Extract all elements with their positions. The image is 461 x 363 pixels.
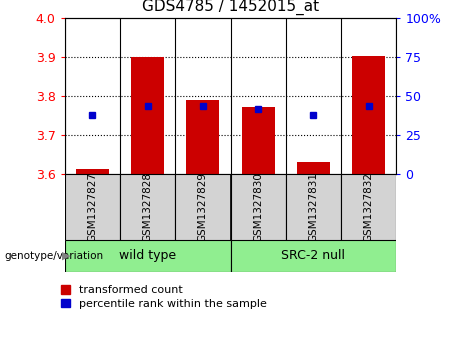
Legend: transformed count, percentile rank within the sample: transformed count, percentile rank withi… [61,285,266,309]
Bar [186,100,219,174]
Bar [297,162,330,174]
Text: GSM1327830: GSM1327830 [253,172,263,242]
Text: SRC-2 null: SRC-2 null [282,249,345,262]
Text: genotype/variation: genotype/variation [5,251,104,261]
Bar [175,174,230,240]
Bar [65,240,230,272]
Text: GSM1327827: GSM1327827 [87,172,97,242]
Text: wild type: wild type [119,249,176,262]
Text: GSM1327831: GSM1327831 [308,172,319,242]
Bar [65,174,120,240]
Text: ▶: ▶ [62,251,71,261]
Text: GSM1327832: GSM1327832 [364,172,374,242]
Bar [131,57,164,174]
Bar [341,174,396,240]
Bar [242,107,275,174]
Bar [230,240,396,272]
Bar [286,174,341,240]
Bar [120,174,175,240]
Bar [352,56,385,174]
Text: GSM1327829: GSM1327829 [198,172,208,242]
Text: GSM1327828: GSM1327828 [142,172,153,242]
Bar [76,169,109,174]
Title: GDS4785 / 1452015_at: GDS4785 / 1452015_at [142,0,319,15]
Bar [230,174,286,240]
